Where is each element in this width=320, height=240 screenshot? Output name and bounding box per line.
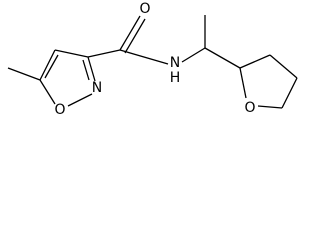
atom-label: O	[54, 102, 65, 118]
atom-label: N	[92, 80, 102, 96]
atom-label: H	[170, 70, 181, 86]
molecule: O N O N H O	[7, 1, 298, 118]
bonds	[7, 15, 298, 109]
atom-label: N	[170, 55, 180, 71]
atom-label: O	[139, 1, 150, 17]
atom-label: O	[244, 100, 255, 116]
